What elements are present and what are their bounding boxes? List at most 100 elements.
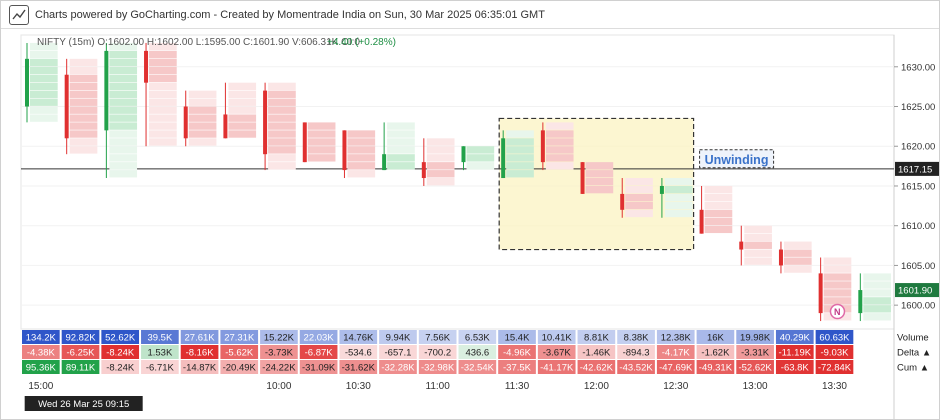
footprint-cell [69,58,98,67]
delta-cell [815,345,854,359]
footprint-cell [69,90,98,98]
volume-value: 15.22K [264,333,295,344]
footprint-cell [585,178,614,186]
candle-body [501,138,506,179]
footprint-cell [228,82,257,91]
delta-value: -4.96K [503,348,532,359]
footprint-cell [149,90,177,98]
stats-row-label: Cum ▲ [897,363,929,374]
delta-value: 436.6 [465,348,489,359]
footprint-cell [704,193,733,202]
footprint-cell [30,106,58,114]
delta-cell [736,345,774,359]
footprint-cell [69,146,98,154]
y-tick-label: 1600.00 [901,301,935,312]
candle-body [620,193,625,210]
last-price-text: 1601.90 [898,286,932,297]
candle-body [540,130,545,163]
footprint-cell [347,154,376,162]
delta-cell [537,345,576,359]
footprint-cell [426,178,455,186]
volume-cell [418,330,457,344]
footprint-cell [109,162,138,170]
delta-value: -1.46K [582,348,611,359]
volume-cell [260,330,298,344]
delta-value: -534.6 [345,348,372,359]
chart-header: Charts powered by GoCharting.com - Creat… [1,1,939,28]
y-tick-label: 1615.00 [901,181,935,192]
cum-delta-value: -32.54K [461,363,495,374]
header-divider [1,28,939,29]
current-price-badge [895,161,939,176]
footprint-cell [149,58,177,67]
cum-delta-cell [101,360,140,374]
footprint-cell [506,170,534,178]
footprint-cell [149,82,177,91]
footprint-cell [863,273,891,281]
footprint-cell [30,66,58,75]
volume-cell [61,330,100,344]
candle-body [818,273,823,314]
footprint-cell [783,265,812,273]
volume-cell [617,330,655,344]
cum-delta-cell [379,360,417,374]
cum-delta-value: -8.24K [106,363,135,374]
footprint-cell [585,185,614,194]
cum-delta-cell [498,360,536,374]
footprint-cell [506,138,534,146]
footprint-cell [268,106,296,114]
volume-value: 8.81K [584,333,609,344]
cum-delta-value: -31.62K [342,363,376,374]
footprint-cell [823,257,852,265]
footprint-cell [188,114,217,122]
volume-cell [141,330,179,344]
delta-value: -8.24K [106,348,135,359]
footprint-cell [69,66,98,75]
footprint-cell [823,273,852,281]
footprint-cell [506,130,534,138]
footprint-cell [109,146,138,154]
footprint-cell [387,130,415,138]
footprint-cell [109,130,138,138]
cum-delta-value: -31.09K [302,363,336,374]
cum-delta-value: -41.17K [540,363,574,374]
delta-value: -700.2 [424,348,451,359]
footprint-cell [268,154,296,162]
footprint-cell [664,178,693,186]
footprint-cell [30,114,58,122]
footprint-cell [69,138,98,146]
y-tick-label: 1620.00 [901,142,935,153]
x-tick-label: 10:00 [266,381,291,392]
footprint-cell [30,58,58,67]
footprint-cell [228,130,257,138]
footprint-cell [783,249,812,257]
footprint-cell [109,82,138,91]
volume-value: 14.76K [343,333,374,344]
footprint-cell [109,122,138,130]
y-tick-label: 1605.00 [901,261,935,272]
delta-cell [141,345,179,359]
footprint-cell [625,193,653,202]
delta-value: -3.31K [741,348,770,359]
footprint-cell [387,162,415,170]
volume-value: 8.38K [624,333,649,344]
footprint-cell [149,106,177,114]
cum-delta-value: -32.28K [381,363,415,374]
footprint-cell [268,162,296,170]
delta-cell [180,345,219,359]
volume-cell [498,330,536,344]
delta-value: -3.73K [265,348,294,359]
footprint-cell [664,201,693,210]
cum-delta-value: -6.71K [146,363,175,374]
candle-body [302,122,307,163]
volume-value: 15.4K [505,333,530,344]
footprint-chart: 1630.00 1625.00 1620.00 1615.00 1610.00 1605.… [20,34,939,419]
footprint-cell [426,170,455,178]
footprint-cell [109,42,138,51]
footprint-cell [228,114,257,122]
footprint-cell [545,154,574,162]
cum-delta-cell [299,360,338,374]
candle-body [580,162,585,194]
x-tick-label: 12:30 [663,381,688,392]
footprint-cell [704,201,733,210]
